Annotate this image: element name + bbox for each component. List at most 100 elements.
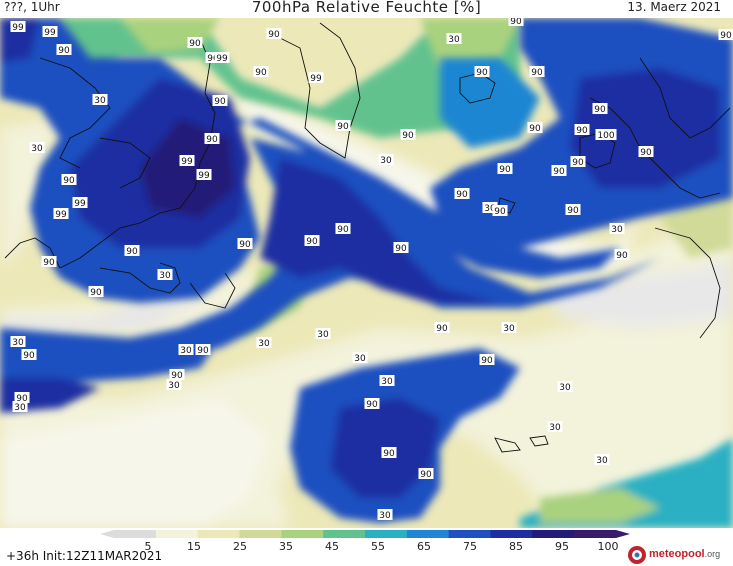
meteopool-logo[interactable]: meteopool.org <box>627 544 731 566</box>
contour-label-text: 30 <box>14 403 26 413</box>
logo-text: meteopool <box>649 548 705 560</box>
contour-label-box <box>72 197 88 208</box>
contour-label-box <box>614 249 630 260</box>
contour-label-text: 30 <box>596 456 608 466</box>
contour-label-box <box>214 52 230 63</box>
contour-label-text: 90 <box>720 31 732 41</box>
contour-label-box <box>501 322 517 333</box>
contour-label-box <box>315 328 331 339</box>
contour-label: 90 <box>638 146 654 158</box>
colorbar-arrow-right <box>616 530 630 538</box>
contour-label-text: 90 <box>90 288 102 298</box>
contour-label-text: 30 <box>180 346 192 356</box>
contour-label: 30 <box>609 223 625 235</box>
contour-label-text: 90 <box>529 124 541 134</box>
contour-label-box <box>157 269 173 280</box>
colorbar-tick-label: 85 <box>509 540 523 553</box>
contour-label-box <box>308 72 324 83</box>
contour-label-text: 30 <box>159 271 171 281</box>
contour-label: 30 <box>557 381 573 393</box>
contour-label-text: 90 <box>189 39 201 49</box>
contour-label: 90 <box>400 129 416 141</box>
colorbar-tick-label: 55 <box>371 540 385 553</box>
contour-label: 30 <box>501 322 517 334</box>
contour-label-text: 30 <box>354 354 366 364</box>
contour-label: 90 <box>718 29 733 41</box>
contour-label-text: 90 <box>456 190 468 200</box>
contour-label-text: 90 <box>126 247 138 257</box>
contour-label: 99 <box>72 197 88 209</box>
contour-label-box <box>377 509 393 520</box>
colorbar-tick-label: 75 <box>463 540 477 553</box>
colorbar-cell <box>197 530 240 538</box>
contour-label-text: 90 <box>337 225 349 235</box>
contour-label: 90 <box>474 66 490 78</box>
contour-label-text: 90 <box>43 258 55 268</box>
contour-label-text: 90 <box>207 54 219 64</box>
contour-label: 30 <box>256 337 272 349</box>
contour-label-text: 30 <box>484 204 496 214</box>
contour-label-text: 90 <box>383 449 395 459</box>
contour-label-box <box>454 188 470 199</box>
contour-label-text: 90 <box>510 18 522 27</box>
contour-label-text: 90 <box>239 240 251 250</box>
contour-label-text: 90 <box>553 167 565 177</box>
contour-label: 30 <box>178 344 194 356</box>
contour-label-box <box>482 202 498 213</box>
contour-label: 90 <box>204 133 220 145</box>
contour-label: 90 <box>592 103 608 115</box>
contour-label: 90 <box>335 120 351 132</box>
contour-label-box <box>204 133 220 144</box>
contour-label: 90 <box>551 165 567 177</box>
contour-label: 30 <box>157 269 173 281</box>
contour-label-text: 99 <box>181 157 193 167</box>
contour-label-text: 90 <box>63 176 75 186</box>
contour-label: 90 <box>41 256 57 268</box>
contour-label: 90 <box>418 468 434 480</box>
colorbar-cell <box>323 530 366 538</box>
contour-label-text: 90 <box>640 148 652 158</box>
contour-label-box <box>527 122 543 133</box>
contour-label: 30 <box>29 142 45 154</box>
contour-label-box <box>166 379 182 390</box>
contour-label-text: 90 <box>481 356 493 366</box>
contour-label-box <box>574 124 590 135</box>
contour-label: 30 <box>12 401 28 413</box>
contour-label: 90 <box>205 52 221 64</box>
contour-label-box <box>10 21 26 32</box>
contour-label-text: 90 <box>171 371 183 381</box>
contour-label: 30 <box>547 421 563 433</box>
contour-label: 99 <box>53 208 69 220</box>
contour-label: 30 <box>92 94 108 106</box>
contour-label-box <box>434 322 450 333</box>
contour-label: 90 <box>614 249 630 261</box>
contour-label: 100 <box>595 129 617 141</box>
contour-label-box <box>42 26 58 37</box>
contour-label-box <box>266 28 282 39</box>
contour-label-text: 99 <box>74 199 86 209</box>
contour-label: 30 <box>446 33 462 45</box>
colorbar-cell <box>281 530 324 538</box>
contour-label: 30 <box>378 154 394 166</box>
contour-label: 90 <box>479 354 495 366</box>
contour-label-box <box>56 44 72 55</box>
contour-label: 90 <box>529 66 545 78</box>
contour-label-box <box>551 165 567 176</box>
contour-label: 90 <box>88 286 104 298</box>
contour-label: 90 <box>124 245 140 257</box>
contour-label-box <box>29 142 45 153</box>
contour-label-box <box>474 66 490 77</box>
contour-label-box <box>187 37 203 48</box>
contour-label-text: 90 <box>494 207 506 217</box>
contour-label-box <box>479 354 495 365</box>
contour-label-box <box>497 163 513 174</box>
contour-label-text: 90 <box>616 251 628 261</box>
colorbar-tick-label: 65 <box>417 540 431 553</box>
contour-label-text: 30 <box>31 144 43 154</box>
contour-label-text: 90 <box>214 97 226 107</box>
contour-label-box <box>41 256 57 267</box>
contour-label-box <box>592 103 608 114</box>
contour-label-box <box>335 223 351 234</box>
contour-label-box <box>393 242 409 253</box>
contour-label-box <box>10 336 26 347</box>
